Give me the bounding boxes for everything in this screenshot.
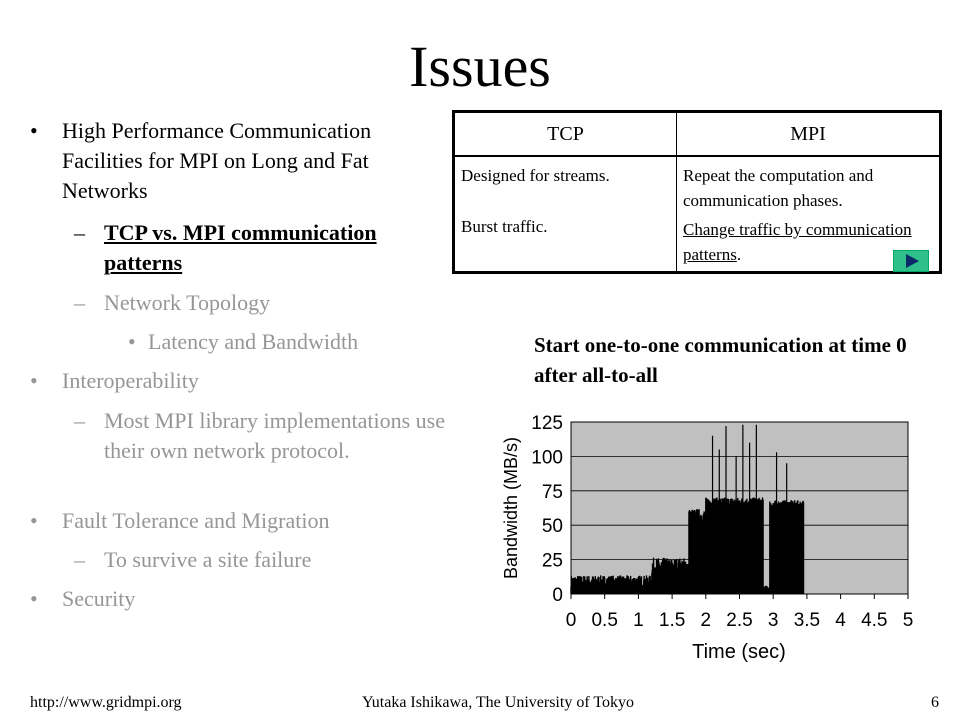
x-tick-label: 4.5 [861, 610, 887, 631]
play-button[interactable] [893, 250, 929, 272]
footer-author: Yutaka Ishikawa, The University of Tokyo [362, 694, 635, 711]
bullet-fault-tolerance: • Fault Tolerance and Migration [30, 506, 450, 536]
footer-page-number: 6 [931, 694, 939, 711]
table-row: Designed for streams. Burst traffic. Rep… [453, 155, 941, 273]
x-tick-label: 4 [835, 610, 846, 631]
bullet-tcp-vs-mpi[interactable]: – TCP vs. MPI communication patterns [30, 218, 450, 278]
x-tick-label: 3 [768, 610, 779, 631]
bullet-marker: • [30, 368, 38, 393]
slide-title: Issues [409, 34, 551, 99]
bandwidth-chart: 0 25 50 75 100 125 0 0.5 1 1.5 2 2.5 3 3.5 4 4.5 5 Time… [501, 413, 914, 663]
x-tick-label: 2.5 [726, 610, 752, 631]
x-tick-label: 1 [633, 610, 644, 631]
tcp-burst-text: Burst traffic. [461, 217, 548, 236]
mpi-repeat-text: Repeat the computation and communication… [683, 166, 874, 210]
x-tick-label: 0 [566, 610, 577, 631]
bullet-text: Security [62, 586, 136, 611]
bullet-marker: – [74, 220, 85, 245]
table-header-tcp: TCP [453, 111, 677, 157]
bullet-text: Latency and Bandwidth [148, 329, 359, 354]
bullet-text: Interoperability [62, 368, 199, 393]
chart-caption: Start one-to-one communication at time 0… [534, 333, 907, 387]
x-tick-label: 0.5 [591, 610, 617, 631]
bullet-network-topology: – Network Topology [30, 288, 450, 318]
bullet-marker: – [74, 547, 85, 572]
table-header-mpi: MPI [676, 111, 941, 157]
x-tick-label: 1.5 [659, 610, 685, 631]
bullet-text: To survive a site failure [104, 547, 312, 572]
bullet-marker: – [74, 290, 85, 315]
footer-url: http://www.gridmpi.org [30, 694, 182, 711]
y-tick-label: 75 [542, 482, 563, 503]
bullet-marker: • [30, 508, 38, 533]
bandwidth-segment [705, 497, 764, 594]
x-axis-label: Time (sec) [692, 641, 786, 663]
play-triangle-icon [906, 254, 919, 268]
bullet-marker: • [30, 586, 38, 611]
tcp-streams-text: Designed for streams. [461, 166, 610, 185]
bandwidth-segment [769, 500, 805, 594]
bullet-text: Most MPI library implementations use the… [104, 408, 445, 463]
bandwidth-segment [570, 575, 653, 594]
bullet-site-failure: – To survive a site failure [30, 545, 450, 575]
y-axis-ticks: 0 25 50 75 100 125 [531, 413, 563, 606]
table-cell-mpi: Repeat the computation and communication… [676, 155, 941, 273]
data-series [570, 424, 805, 594]
bullet-text: Network Topology [104, 290, 271, 315]
x-tick-label: 3.5 [794, 610, 820, 631]
y-tick-label: 0 [552, 585, 563, 606]
bandwidth-segment [651, 557, 690, 594]
y-tick-label: 100 [531, 447, 563, 468]
tcp-mpi-comparison-table: TCP MPI Designed for streams. Burst traf… [452, 110, 942, 274]
change-traffic-link[interactable]: Change traffic by communication patterns [683, 220, 912, 264]
bullet-mpi-library: – Most MPI library implementations use t… [30, 406, 450, 466]
y-tick-label: 50 [542, 516, 563, 537]
table-header-row: TCP MPI [453, 111, 941, 157]
x-tick-label: 5 [903, 610, 914, 631]
table-cell-tcp: Designed for streams. Burst traffic. [453, 155, 677, 273]
y-tick-label: 25 [542, 551, 563, 572]
bullet-marker: • [128, 329, 136, 354]
bullet-high-performance: • High Performance Communication Facilit… [30, 116, 450, 206]
bullet-security: • Security [30, 584, 450, 614]
x-tick-label: 2 [701, 610, 712, 631]
bullet-latency-bandwidth: • Latency and Bandwidth [30, 327, 450, 357]
bullet-marker: • [30, 118, 38, 143]
period-text: . [736, 245, 742, 264]
y-axis-label: Bandwidth (MB/s) [501, 437, 521, 579]
bullet-marker: – [74, 408, 85, 433]
y-tick-label: 125 [531, 413, 563, 434]
bullet-text: Fault Tolerance and Migration [62, 508, 330, 533]
bullet-interoperability: • Interoperability [30, 366, 450, 396]
bullet-text: High Performance Communication Facilitie… [62, 118, 372, 203]
mpi-change-traffic: Change traffic by communication patterns… [683, 217, 923, 267]
x-axis-ticks: 0 0.5 1 1.5 2 2.5 3 3.5 4 4.5 5 [566, 594, 914, 631]
bandwidth-segment [688, 509, 707, 594]
spacer [461, 188, 670, 214]
bullet-link-text[interactable]: TCP vs. MPI communication patterns [104, 220, 377, 275]
